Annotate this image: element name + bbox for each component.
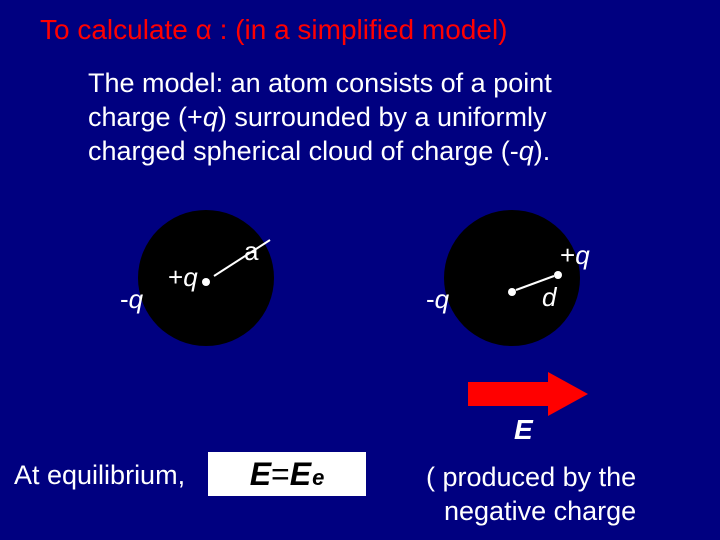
left-minus-q-label: -q [120,284,143,315]
right-cloud-center-dot [508,288,516,296]
eq-sign: = [271,456,290,493]
d-label: d [542,282,556,313]
eq-lhs: E [250,456,271,493]
equilibrium-text: At equilibrium, [14,460,185,491]
produced-text: ( produced by the negative charge [426,460,636,528]
eq-rhs: E [290,456,311,493]
eq-sub: e [312,465,324,491]
left-nucleus-dot [202,278,210,286]
produced-line1: ( produced by the [426,460,636,494]
right-plus-q-label: +q [560,240,590,271]
produced-line2: negative charge [426,494,636,528]
radius-line [214,240,270,276]
equation-box: E = E e [208,452,366,496]
radius-a-label: a [244,236,258,267]
e-field-arrow [468,372,588,416]
right-nucleus-dot [554,271,562,279]
e-field-label: E [514,414,533,446]
right-minus-q-label: -q [426,284,449,315]
left-plus-q-label: +q [168,262,198,293]
